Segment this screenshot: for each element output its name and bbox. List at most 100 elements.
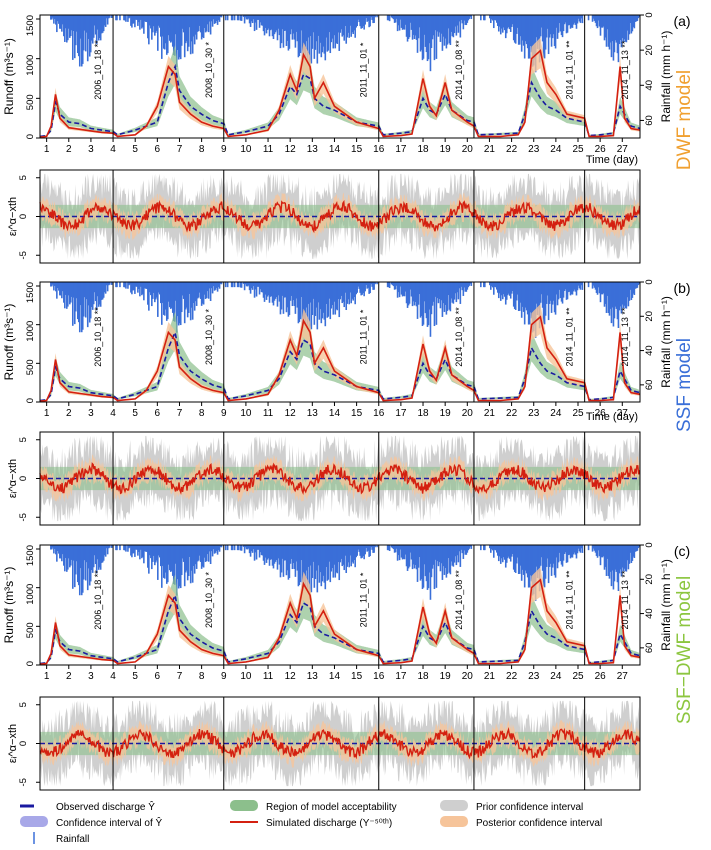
rainfall-bar xyxy=(630,282,633,301)
rainfall-bar xyxy=(531,545,534,596)
rainfall-bar xyxy=(127,545,129,552)
rainfall-bar xyxy=(81,545,84,593)
rainfall-bar xyxy=(204,282,207,299)
rainfall-bar xyxy=(134,545,136,557)
rainfall-bar xyxy=(165,545,168,584)
rainfall-bar xyxy=(102,545,105,561)
rainfall-bar xyxy=(490,282,493,287)
rainfall-bar xyxy=(427,545,430,589)
rainfall-bar xyxy=(336,282,339,311)
rainfall-bar xyxy=(419,282,422,318)
rainfall-bar xyxy=(448,15,451,44)
rainfall-bar xyxy=(179,545,182,589)
rainfall-bar xyxy=(52,15,54,18)
rainfall-bar xyxy=(451,15,454,37)
rainfall-bar xyxy=(348,282,351,305)
rainfall-bar xyxy=(141,545,143,559)
rainfall-bar xyxy=(398,545,401,561)
rainfall-bar xyxy=(359,545,361,556)
observed-line xyxy=(39,592,641,665)
rainfall-bar xyxy=(544,545,547,579)
rain-tick-label: 0 xyxy=(644,542,655,547)
rainfall-bar xyxy=(565,282,568,300)
rainfall-bar xyxy=(85,545,88,563)
rainfall-bar xyxy=(213,545,216,554)
rainfall-bar xyxy=(59,15,61,29)
rainfall-bar xyxy=(287,545,290,580)
rainfall-bar xyxy=(499,545,502,564)
rainfall-bar xyxy=(277,545,280,559)
rainfall-bar xyxy=(550,545,553,576)
rainfall-bar xyxy=(312,545,315,562)
rainfall-bar xyxy=(67,282,69,307)
rainfall-bar xyxy=(278,282,281,302)
rainfall-bar xyxy=(248,15,251,24)
rainfall-bar xyxy=(463,15,466,21)
rainfall-bar xyxy=(167,545,170,565)
rainfall-bar xyxy=(611,282,614,308)
rainfall-bar xyxy=(151,545,153,570)
rainfall-bar xyxy=(551,545,554,568)
rainfall-bar xyxy=(422,545,425,588)
rainfall-bar xyxy=(494,282,497,288)
x-tick-label: 14 xyxy=(329,144,341,155)
x-tick-label: 11 xyxy=(263,144,274,155)
rainfall-bar xyxy=(372,282,374,290)
rainfall-bar xyxy=(605,282,608,313)
rainfall-bar xyxy=(435,545,438,588)
rainfall-bar xyxy=(357,545,359,550)
rainfall-bar xyxy=(172,15,175,55)
res-tick-label: 0 xyxy=(18,741,29,746)
rainfall-bar xyxy=(535,15,538,38)
x-tick-label: 10 xyxy=(240,671,252,682)
rainfall-bar xyxy=(567,15,570,26)
rainfall-bar xyxy=(124,15,126,21)
rainfall-bar xyxy=(451,545,454,566)
rainfall-bar xyxy=(239,282,242,288)
rainfall-bar xyxy=(231,282,234,288)
rainfall-bar xyxy=(495,282,498,290)
rainfall-bar xyxy=(638,15,641,17)
rainfall-bar xyxy=(598,545,601,557)
rainfall-bar xyxy=(458,282,461,289)
rainfall-bar xyxy=(288,545,291,578)
rainfall-bar xyxy=(341,15,344,37)
rainfall-bar xyxy=(456,15,459,26)
rainfall-bar xyxy=(215,545,218,551)
rainfall-bar xyxy=(136,15,138,20)
rainfall-bar xyxy=(64,15,66,42)
rainfall-bar xyxy=(505,15,508,34)
rainfall-bar xyxy=(348,15,351,38)
rainfall-bar xyxy=(130,282,132,293)
rainfall-bar xyxy=(450,15,453,32)
rainfall-bar xyxy=(190,282,193,308)
rainfall-bar xyxy=(326,15,329,52)
rainfall-bar xyxy=(246,545,249,550)
rainfall-bar xyxy=(620,282,623,314)
rainfall-bar xyxy=(332,282,335,315)
rainfall-bar xyxy=(502,545,505,558)
rainfall-bar xyxy=(489,15,491,19)
rainfall-bar xyxy=(509,545,512,562)
rainfall-bar xyxy=(245,15,248,20)
rainfall-bar xyxy=(595,545,598,556)
rainfall-bar xyxy=(89,15,92,53)
rainfall-bar xyxy=(206,282,209,292)
rainfall-bar xyxy=(142,15,144,28)
rainfall-bar xyxy=(414,15,417,36)
rainfall-bar xyxy=(158,545,160,556)
rainfall-bar xyxy=(237,545,240,551)
model-name: DWF xyxy=(674,122,695,171)
rainfall-bar xyxy=(322,282,325,313)
rainfall-bar xyxy=(370,15,372,18)
rainfall-bar xyxy=(483,545,485,551)
rainfall-bar xyxy=(156,282,158,298)
rainfall-bar xyxy=(346,282,349,304)
rainfall-bar xyxy=(311,15,314,49)
rainfall-bar xyxy=(168,15,171,41)
x-tick-label: 21 xyxy=(484,408,496,419)
rainfall-bar xyxy=(296,282,299,308)
rainfall-bar xyxy=(251,15,254,24)
y-tick-label: 500 xyxy=(25,94,36,110)
rainfall-bar xyxy=(545,15,548,38)
